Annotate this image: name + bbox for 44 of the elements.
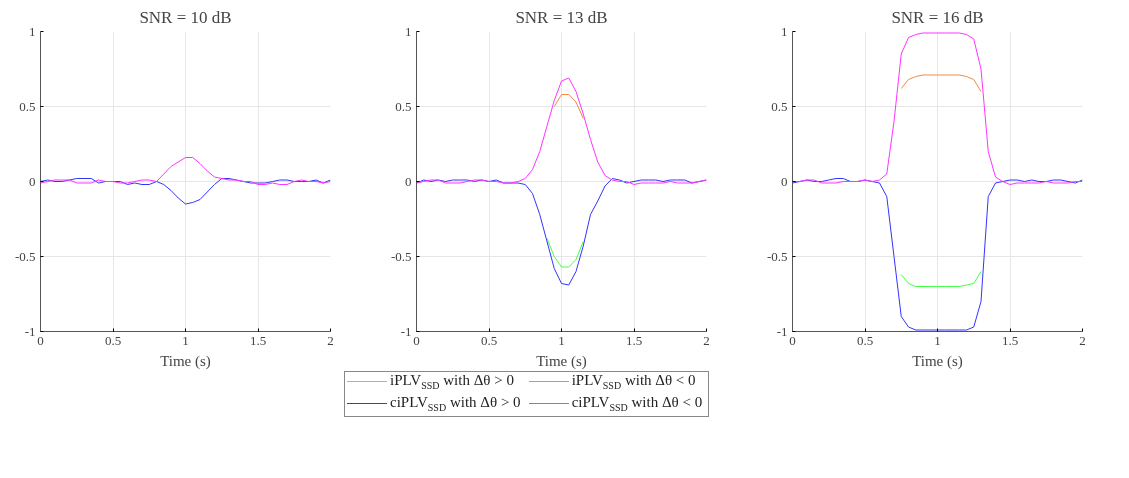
y-tick-label: 0.5 xyxy=(395,98,412,114)
x-tick-label: 1 xyxy=(934,332,941,348)
y-tick-label: 1 xyxy=(29,23,36,39)
y-tick-label: 0.5 xyxy=(771,98,788,114)
x-tick-label: 2 xyxy=(1079,332,1086,348)
legend-label: ciPLV$_{SSD}$ with Δθ > 0 xyxy=(390,394,521,413)
y-tick-label: 1 xyxy=(405,23,412,39)
line-series xyxy=(553,94,584,119)
legend-label: iPLV$_{SSD}$ with Δθ > 0 xyxy=(390,372,514,391)
y-tick-label: 1 xyxy=(781,23,788,39)
y-tick-label: 0 xyxy=(405,173,412,189)
line-series xyxy=(900,74,982,92)
y-tick-label: -1 xyxy=(400,323,412,339)
line-series xyxy=(40,157,331,185)
y-tick-label: -0.5 xyxy=(390,248,412,264)
x-tick-label: 1 xyxy=(558,332,565,348)
y-tick-label: -1 xyxy=(24,323,36,339)
x-axis-title: Time (s) xyxy=(912,352,963,370)
line-series xyxy=(40,178,331,205)
x-tick-label: 0.5 xyxy=(480,332,498,348)
line-series xyxy=(416,77,707,185)
x-tick-label: 2 xyxy=(703,332,710,348)
x-tick-label: 0.5 xyxy=(856,332,874,348)
line-series xyxy=(546,238,584,268)
x-tick-label: 2 xyxy=(327,332,334,348)
chart-title: SNR = 16 dB xyxy=(891,7,984,27)
y-tick-label: -0.5 xyxy=(14,248,36,264)
x-tick-label: 1.5 xyxy=(1001,332,1019,348)
x-tick-label: 1 xyxy=(182,332,189,348)
legend-label: ciPLV$_{SSD}$ with Δθ < 0 xyxy=(571,394,703,413)
line-series xyxy=(900,271,982,287)
chart-title: SNR = 13 dB xyxy=(515,7,608,27)
y-tick-label: 0 xyxy=(781,173,788,189)
x-tick-label: 0.5 xyxy=(104,332,122,348)
x-axis-title: Time (s) xyxy=(536,352,587,370)
y-tick-label: -0.5 xyxy=(766,248,788,264)
legend-label: iPLV$_{SSD}$ with Δθ < 0 xyxy=(571,372,696,391)
x-axis-title: Time (s) xyxy=(160,352,211,370)
x-tick-label: 1.5 xyxy=(625,332,643,348)
y-tick-label: 0.5 xyxy=(19,98,36,114)
y-tick-label: -1 xyxy=(776,323,788,339)
chart-title: SNR = 10 dB xyxy=(139,7,232,27)
y-tick-label: 0 xyxy=(29,173,36,189)
x-tick-label: 1.5 xyxy=(249,332,267,348)
